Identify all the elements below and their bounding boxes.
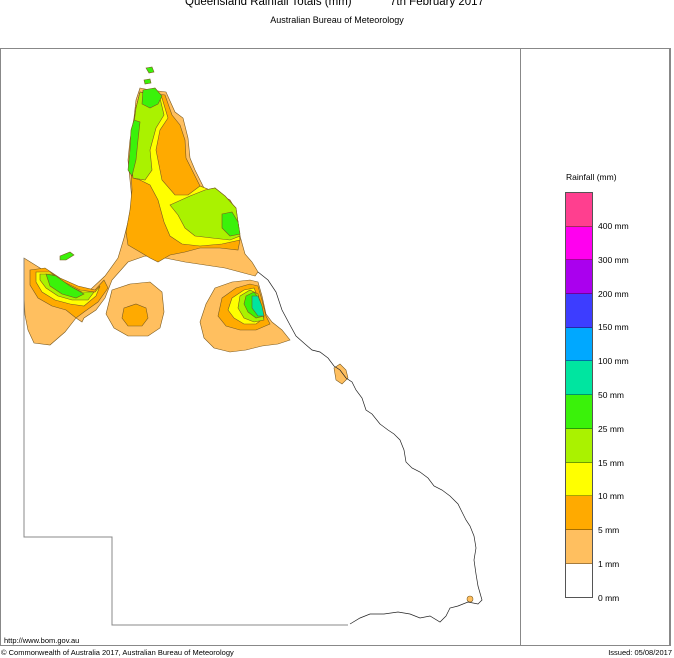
legend-label: 200 mm	[598, 289, 629, 299]
legend-band-400plus	[566, 193, 592, 227]
legend-band-15-25	[566, 428, 592, 463]
legend-label: 10 mm	[598, 491, 624, 501]
torres-island-2	[143, 78, 152, 85]
legend-band-1-5	[566, 529, 592, 564]
cairns-50-100mm	[251, 295, 265, 317]
legend-band-50-100	[566, 361, 592, 396]
legend-label: 400 mm	[598, 221, 629, 231]
cape-east-25-50mm	[221, 211, 241, 237]
copyright-notice: © Commonwealth of Australia 2017, Austra…	[1, 648, 234, 657]
legend-label: 50 mm	[598, 390, 624, 400]
coast-patch-1-5mm	[333, 363, 349, 385]
wellesley-island	[59, 251, 75, 261]
title-date: 7th February 2017	[390, 0, 484, 8]
legend-title: Rainfall (mm)	[566, 172, 617, 182]
cape-west-25-50mm	[127, 119, 141, 177]
state-border	[23, 258, 348, 626]
cape-tip-25-50mm	[141, 87, 163, 109]
map-frame	[0, 48, 671, 646]
inland-blob-5-10mm	[121, 303, 149, 327]
legend-band-300-400	[566, 226, 592, 261]
legend-band-100-150	[566, 327, 592, 362]
legend-label: 25 mm	[598, 424, 624, 434]
coastline	[257, 271, 483, 625]
source-url: http://www.bom.gov.au	[4, 636, 80, 645]
legend-band-150-200	[566, 294, 592, 328]
legend-band-10-15	[566, 462, 592, 497]
legend-label: 150 mm	[598, 322, 629, 332]
legend-band-200-300	[566, 260, 592, 295]
issued-date: Issued: 05/08/2017	[608, 648, 672, 657]
map-title: Queensland Rainfall Totals (mm) 7th Febr…	[0, 0, 674, 20]
title-text: Queensland Rainfall Totals (mm)	[185, 0, 352, 8]
legend-label: 15 mm	[598, 458, 624, 468]
legend-label: 5 mm	[598, 525, 620, 535]
legend-band-0-1	[566, 563, 592, 598]
torres-island	[145, 66, 155, 74]
subtitle: Australian Bureau of Meteorology	[270, 15, 404, 25]
legend-label: 100 mm	[598, 356, 629, 366]
gulf-west-25-50mm	[45, 273, 85, 299]
legend-label: 300 mm	[598, 255, 629, 265]
legend-label: 0 mm	[598, 593, 620, 603]
legend-colorbar	[565, 192, 593, 599]
coast-dot-1-5mm	[466, 595, 474, 603]
legend-label: 1 mm	[598, 559, 620, 569]
legend-band-5-10	[566, 496, 592, 530]
legend-divider	[520, 48, 521, 646]
legend-band-25-50	[566, 395, 592, 429]
